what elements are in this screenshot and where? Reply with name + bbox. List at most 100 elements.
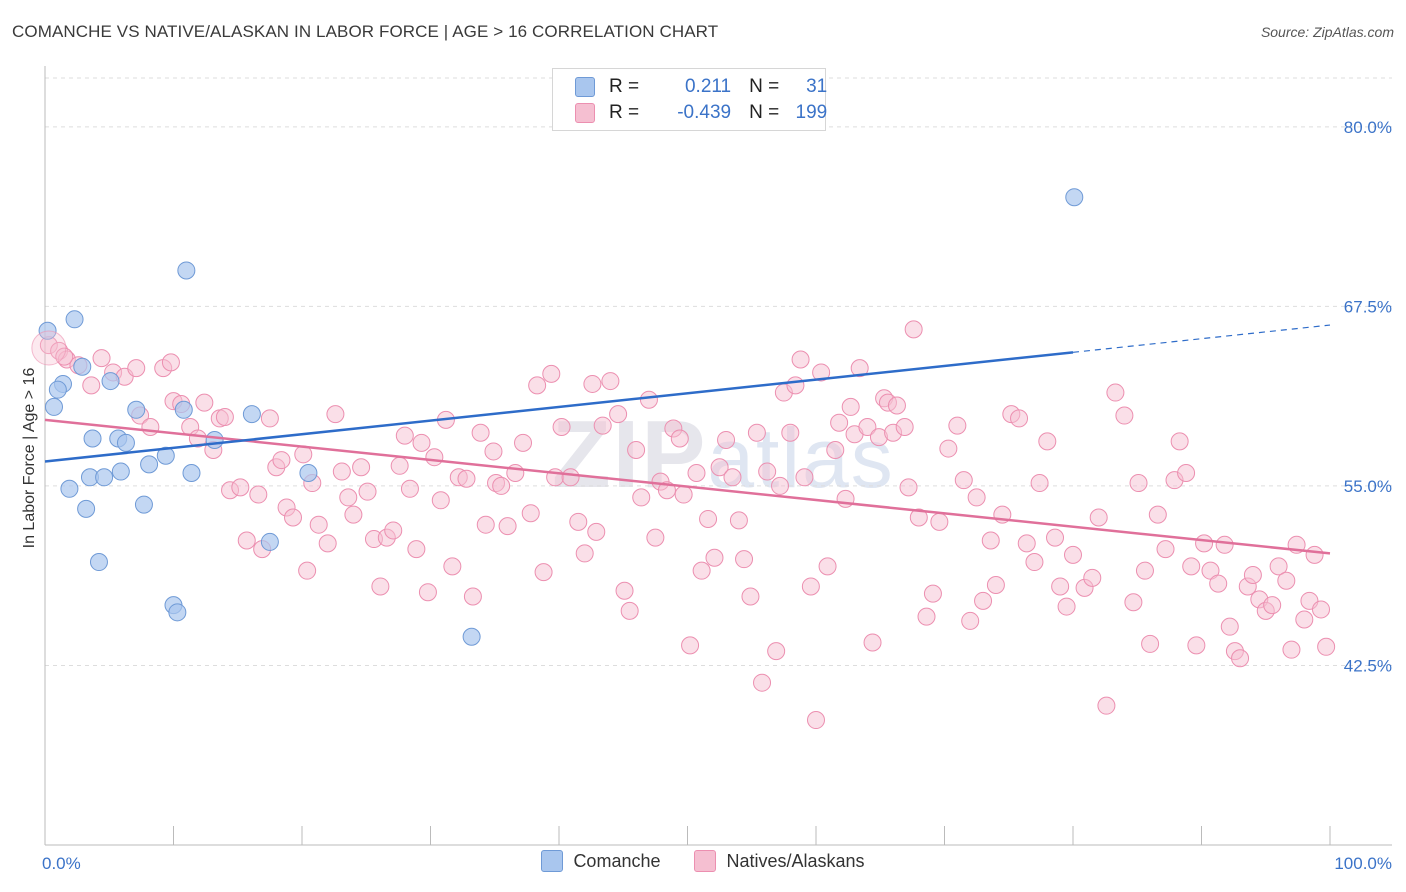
native-point (463, 587, 482, 606)
native-point (484, 442, 503, 461)
legend-n-value-comanche: 31 (806, 76, 828, 97)
native-point (741, 587, 760, 606)
native-point (514, 433, 533, 452)
native-point (384, 521, 403, 540)
comanche-point (44, 397, 63, 416)
native-point (471, 423, 490, 442)
comanche-trend-line (44, 351, 1074, 463)
comanche-point (156, 446, 175, 465)
comanche-point (182, 463, 201, 482)
native-point (82, 376, 101, 395)
native-point (948, 416, 967, 435)
native-point (753, 673, 772, 692)
native-point (692, 561, 711, 580)
native-point (1141, 634, 1160, 653)
comanche-point (205, 430, 224, 449)
native-point (1277, 571, 1296, 590)
native-point (1187, 636, 1206, 655)
native-point (801, 577, 820, 596)
native-point (1269, 557, 1288, 576)
native-point (561, 468, 580, 487)
native-point (358, 482, 377, 501)
native-point-large (31, 330, 67, 366)
native-point (705, 548, 724, 567)
comanche-point (168, 603, 187, 622)
native-point (771, 476, 790, 495)
native-point (1038, 432, 1057, 451)
native-point (587, 522, 606, 541)
native-point (967, 488, 986, 507)
native-point (627, 441, 646, 460)
legend-r-value-natives: -0.439 (677, 102, 732, 123)
native-point (344, 505, 363, 524)
native-point (231, 478, 250, 497)
y-tick-label: 67.5% (1344, 297, 1392, 316)
native-point (1115, 406, 1134, 425)
y-tick-label: 55.0% (1344, 477, 1392, 496)
native-point (332, 462, 351, 481)
native-point (412, 433, 431, 452)
native-point (583, 374, 602, 393)
series-swatch-natives (694, 850, 717, 872)
native-point (1209, 574, 1228, 593)
native-point (1129, 474, 1148, 493)
native-point (1282, 640, 1301, 659)
native-point (1243, 565, 1262, 584)
series-name-comanche: Comanche (573, 850, 661, 871)
native-point (215, 407, 234, 426)
native-point (961, 611, 980, 630)
native-point (863, 633, 882, 652)
native-point (593, 416, 612, 435)
comanche-point (174, 400, 193, 419)
native-point (326, 405, 345, 424)
native-point (1317, 637, 1336, 656)
series-swatch-comanche (541, 850, 564, 872)
native-point (887, 396, 906, 415)
native-point (476, 515, 495, 534)
native-point (670, 429, 689, 448)
native-point (632, 488, 651, 507)
native-point (1030, 474, 1049, 493)
native-point (758, 462, 777, 481)
native-point (1051, 577, 1070, 596)
native-point (1106, 383, 1125, 402)
native-point (318, 534, 337, 553)
native-point (1064, 545, 1082, 564)
native-point (939, 439, 958, 458)
series-legend-natives: Natives/Alaskans (694, 850, 865, 872)
native-point (830, 413, 849, 432)
legend-r-value-comanche: 0.211 (684, 76, 732, 97)
legend-row-natives: R = -0.439 N = 199 (575, 100, 827, 126)
series-name-natives: Natives/Alaskans (726, 850, 865, 871)
native-point (1010, 409, 1029, 428)
native-point (298, 561, 317, 580)
native-point (781, 423, 800, 442)
native-point (735, 550, 754, 569)
comanche-point (48, 380, 67, 399)
native-point (1215, 535, 1234, 554)
native-point (850, 359, 869, 378)
legend-row-comanche: R = 0.211 N = 31 (575, 74, 827, 100)
native-point (1046, 528, 1065, 547)
native-point (1097, 696, 1116, 715)
legend-r-label: R = (609, 76, 640, 97)
source-credit: Source: ZipAtlas.com (1260, 24, 1394, 40)
native-point (917, 607, 936, 626)
comanche-point (83, 429, 102, 448)
native-point (1220, 617, 1239, 636)
native-point (729, 511, 748, 530)
comanche-point (77, 499, 96, 518)
comanche-point (462, 627, 481, 646)
comanche-point (242, 405, 261, 424)
legend-r-label: R = (609, 102, 640, 123)
native-point (339, 488, 358, 507)
x-tick-label: 100.0% (1334, 854, 1392, 873)
native-point (457, 469, 476, 488)
native-point (1182, 557, 1201, 576)
comanche-point (260, 532, 279, 551)
native-point (407, 540, 426, 559)
native-point (534, 563, 553, 582)
native-point (1263, 596, 1282, 615)
comanche-point (95, 468, 114, 487)
comanche-point (1065, 188, 1084, 207)
